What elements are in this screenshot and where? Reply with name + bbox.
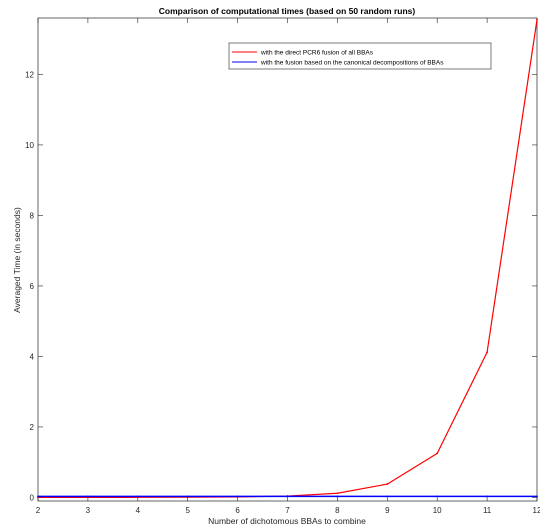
x-tick-label: 3 bbox=[86, 506, 91, 515]
data-point bbox=[486, 351, 488, 354]
data-point bbox=[136, 495, 139, 498]
data-point bbox=[336, 495, 339, 498]
data-point bbox=[486, 495, 488, 498]
data-point bbox=[436, 495, 439, 498]
y-tick-label: 4 bbox=[30, 352, 35, 361]
y-tick-label: 0 bbox=[30, 493, 35, 502]
legend-box bbox=[228, 42, 492, 70]
data-point bbox=[536, 495, 538, 498]
data-point bbox=[186, 495, 189, 498]
legend-text-pcr6: with the direct PCR6 fusion of all BBAs bbox=[260, 50, 374, 57]
data-point bbox=[436, 452, 439, 455]
data-point bbox=[87, 495, 89, 498]
legend: with the direct PCR6 fusion of all BBAs … bbox=[228, 42, 492, 70]
data-point bbox=[286, 495, 289, 498]
y-tick-label: 2 bbox=[30, 423, 35, 432]
y-tick-label: 10 bbox=[25, 141, 34, 150]
data-point bbox=[37, 495, 39, 498]
x-tick-label: 12 bbox=[533, 506, 540, 515]
x-tick-label: 10 bbox=[433, 506, 442, 515]
x-axis-label: Number of dichotomous BBAs to combine bbox=[208, 516, 366, 526]
x-tick-label: 8 bbox=[335, 506, 340, 515]
x-tick-label: 6 bbox=[235, 506, 240, 515]
chart-title: Comparison of computational times (based… bbox=[159, 6, 416, 16]
data-point bbox=[386, 495, 389, 498]
x-tick-label: 4 bbox=[136, 506, 141, 515]
plot-background bbox=[38, 18, 537, 501]
y-tick-label: 8 bbox=[30, 211, 35, 220]
legend-text-canonical: with the fusion based on the canonical d… bbox=[260, 60, 444, 67]
series-lines bbox=[37, 18, 538, 499]
y-axis-label: Averaged Time (in seconds) bbox=[12, 207, 22, 313]
y-tick-label: 12 bbox=[25, 70, 34, 79]
x-tick-label: 11 bbox=[483, 506, 492, 515]
x-tick-label: 5 bbox=[185, 506, 190, 515]
data-point bbox=[536, 18, 538, 21]
x-tick-label: 9 bbox=[385, 506, 390, 515]
data-point bbox=[386, 483, 389, 485]
data-point bbox=[236, 495, 239, 498]
x-tick-label: 2 bbox=[36, 506, 41, 515]
x-tick-label: 7 bbox=[285, 506, 290, 515]
y-tick-label: 6 bbox=[30, 282, 35, 291]
data-point bbox=[336, 492, 339, 495]
